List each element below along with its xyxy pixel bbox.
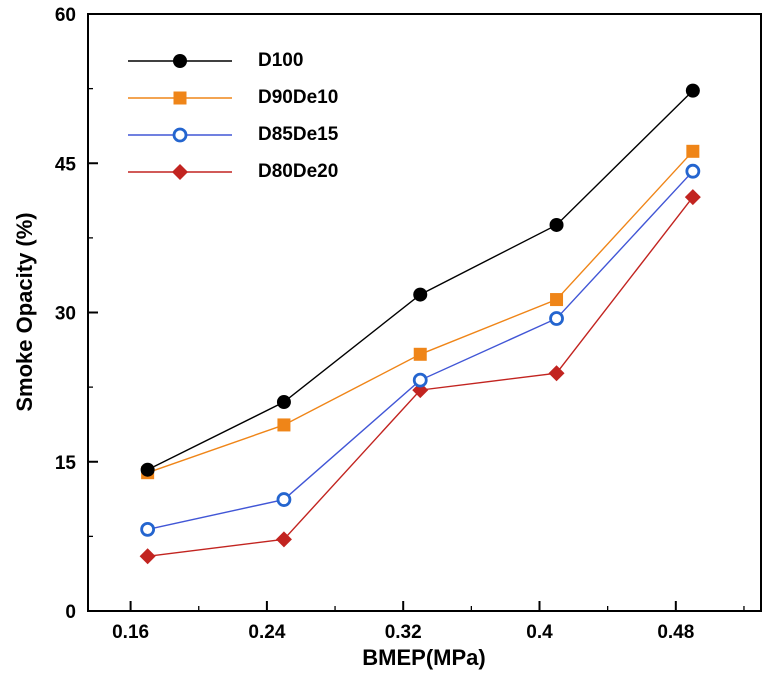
legend-marker-d90de10-icon (128, 91, 232, 104)
svg-text:0.4: 0.4 (526, 622, 553, 643)
svg-text:0: 0 (65, 602, 76, 623)
legend-item-d80de20: D80De20 (128, 153, 338, 190)
x-axis-title: BMEP(MPa) (362, 645, 486, 670)
legend-marker-d85de15-icon (128, 127, 232, 142)
legend-marker-d80de20-icon (128, 163, 232, 180)
legend-label-d80de20: D80De20 (258, 160, 339, 182)
svg-text:0.24: 0.24 (248, 622, 285, 643)
svg-text:15: 15 (55, 453, 77, 474)
y-axis-title: Smoke Opacity (%) (12, 212, 37, 412)
legend-marker-d100-icon (128, 53, 232, 68)
svg-text:0.48: 0.48 (657, 622, 694, 643)
legend: D100 D90De10 D85De15 D80De20 (128, 42, 338, 190)
svg-text:0.16: 0.16 (112, 622, 149, 643)
svg-text:45: 45 (55, 154, 77, 175)
svg-text:30: 30 (55, 304, 76, 325)
svg-text:0.32: 0.32 (385, 622, 422, 643)
legend-label-d100: D100 (258, 49, 304, 71)
svg-text:60: 60 (55, 5, 76, 26)
legend-label-d85de15: D85De15 (258, 123, 339, 145)
legend-item-d90de10: D90De10 (128, 79, 338, 116)
legend-item-d85de15: D85De15 (128, 116, 338, 153)
legend-item-d100: D100 (128, 42, 338, 79)
legend-label-d90de10: D90De10 (258, 86, 339, 108)
